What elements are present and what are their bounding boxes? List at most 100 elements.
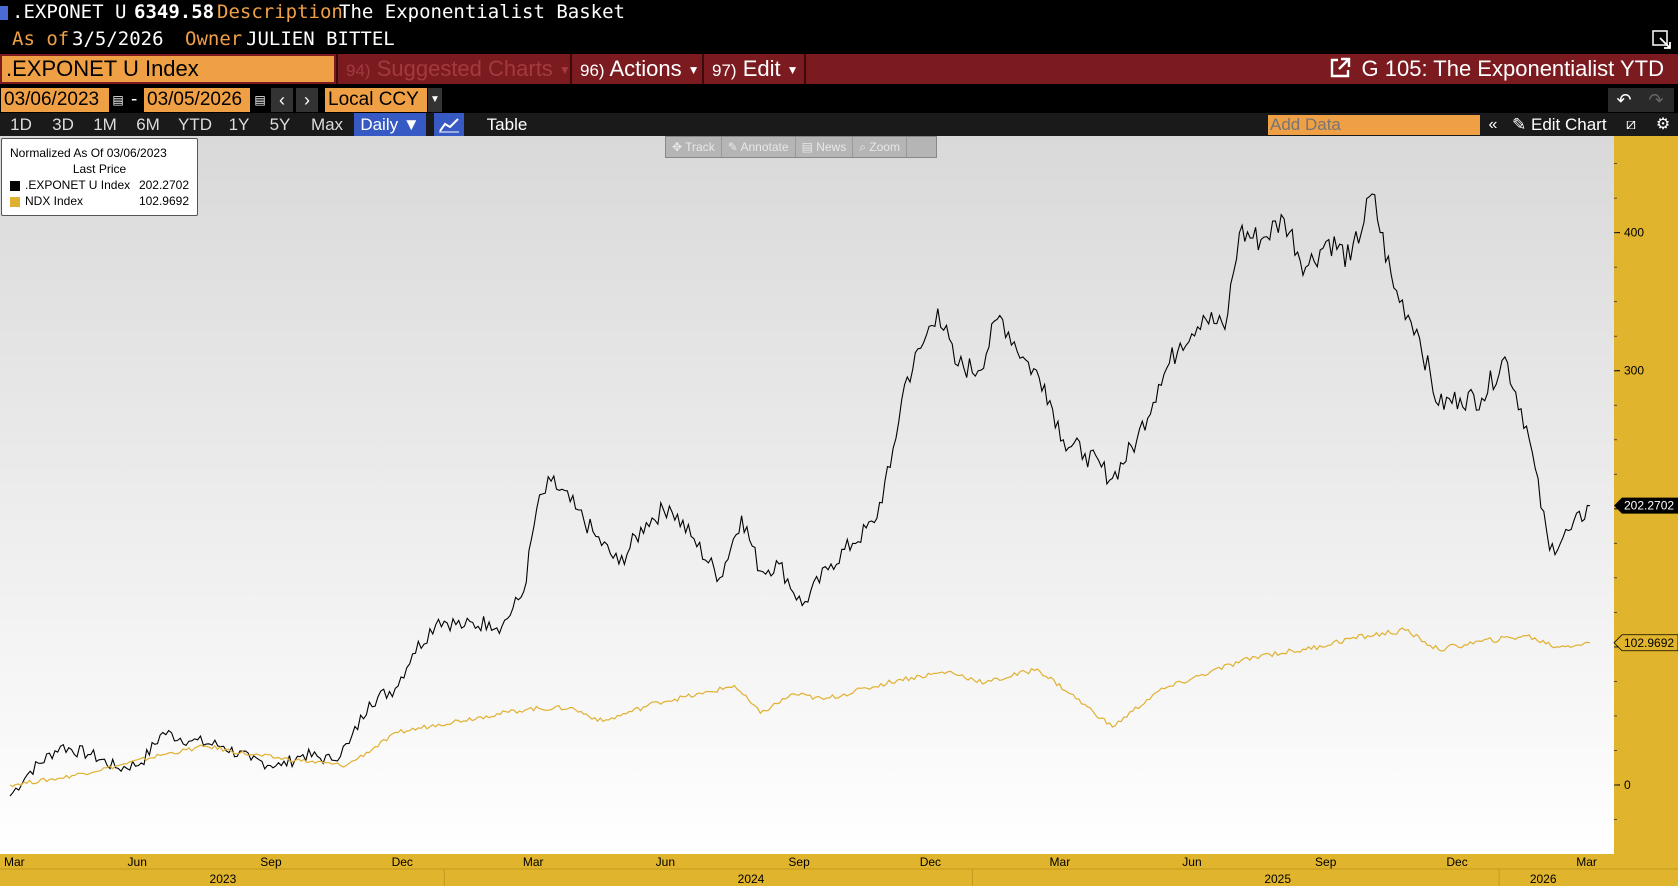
last-value-flag [1614, 497, 1678, 514]
legend-item-name: .EXPONET U Index [25, 178, 131, 192]
x-month-label: Sep [1315, 855, 1337, 869]
edit-label: Edit [742, 56, 781, 81]
last-value-label: 102.9692 [1624, 636, 1674, 650]
zoom-tool[interactable]: ⌕ Zoom [853, 137, 907, 157]
suggested-charts-label: Suggested Charts [376, 56, 553, 81]
description-label: Description [217, 1, 343, 23]
caret-down-icon: ▼ [558, 63, 571, 77]
suggested-charts-menu[interactable]: 94) Suggested Charts ▼ [336, 54, 571, 84]
asof-date: 3/5/2026 [72, 28, 164, 50]
period-max[interactable]: Max [310, 115, 344, 134]
y-axis-band [1614, 136, 1678, 854]
edit-chart-label: Edit Chart [1530, 115, 1607, 134]
edit-menu[interactable]: 97) Edit ▼ [702, 54, 802, 84]
calendar-icon[interactable]: ▤ [254, 93, 266, 107]
redo-icon[interactable]: ↷ [1648, 90, 1664, 110]
period-1y[interactable]: 1Y [228, 115, 250, 134]
legend-swatch [10, 181, 20, 191]
legend-item: .EXPONET U Index 202.2702 [10, 177, 189, 193]
series-line [9, 193, 1591, 797]
y-tick-label: 0 [1624, 778, 1631, 792]
x-month-label: Sep [788, 855, 810, 869]
suggested-charts-number: 94) [346, 61, 371, 80]
end-date-input[interactable]: 03/05/2026 [144, 88, 250, 112]
x-month-label: Dec [1446, 855, 1467, 869]
last-value-label: 202.2702 [1624, 499, 1674, 513]
last-value-labels: 202.2702 102.9692 [1613, 497, 1678, 652]
undo-icon[interactable]: ↶ [1616, 90, 1632, 110]
graph-title-text: G 105: The Exponentialist YTD [1361, 56, 1664, 81]
x-month-label: Sep [260, 855, 282, 869]
legend-item-value: 102.9692 [138, 194, 189, 208]
period-3d[interactable]: 3D [52, 115, 74, 134]
currency-dropdown-icon[interactable]: ▼ [428, 88, 442, 112]
asof-label: As of [12, 28, 70, 50]
add-data-input[interactable] [1268, 115, 1480, 135]
period-6m[interactable]: 6M [136, 115, 160, 134]
frequency-select[interactable]: Daily ▼ [354, 113, 426, 136]
date-separator: - [131, 89, 138, 110]
price-chart[interactable]: 0100200300400 MarJunSepDecMarJunSepDecMa… [0, 136, 1678, 886]
menu-divider [804, 54, 822, 84]
table-button[interactable]: Table [486, 115, 528, 134]
caret-down-icon: ▼ [687, 63, 700, 77]
owner-value: JULIEN BITTEL [246, 28, 395, 50]
series-line [9, 627, 1591, 788]
x-month-label: Mar [523, 855, 544, 869]
legend-swatch [10, 197, 20, 207]
command-bar: .EXPONET U Index 94) Suggested Charts ▼ 9… [0, 54, 1678, 84]
currency-select[interactable]: Local CCY [325, 88, 427, 112]
period-toolbar: 1D 3D 1M 6M YTD 1Y 5Y Max Daily ▼ Table … [0, 113, 1678, 136]
x-year-label: 2025 [1264, 872, 1291, 886]
owner-label: Owner [185, 28, 243, 50]
y-tick-label: 400 [1624, 226, 1644, 240]
chart-tools-bar: ✥ Track ✎ Annotate ▤ News ⌕ Zoom [665, 136, 937, 158]
last-value-flag [1613, 634, 1678, 652]
pencil-icon: ✎ [1512, 115, 1527, 134]
chart-settings-icon[interactable]: ⧄ [1625, 116, 1637, 133]
period-ytd[interactable]: YTD [178, 115, 212, 134]
actions-number: 96) [580, 61, 605, 80]
actions-menu[interactable]: 96) Actions ▼ [570, 54, 700, 84]
legend-item-name: NDX Index [25, 194, 84, 208]
actions-label: Actions [609, 56, 682, 81]
legend-item-value: 202.2702 [138, 178, 189, 192]
legend-normalized: Normalized As Of 03/06/2023 [10, 146, 167, 160]
x-month-label: Mar [4, 855, 25, 869]
collapse-icon[interactable]: « [1488, 116, 1498, 133]
next-period-button[interactable]: › [296, 88, 318, 112]
prev-period-button[interactable]: ‹ [271, 88, 293, 112]
x-month-label: Dec [920, 855, 941, 869]
external-link-icon[interactable] [1328, 56, 1352, 80]
x-axis-band [0, 854, 1678, 886]
legend-item: NDX Index 102.9692 [10, 193, 189, 209]
caret-down-icon: ▼ [786, 63, 799, 77]
news-tool[interactable]: ▤ News [796, 137, 854, 157]
undo-redo-group: ↶ ↷ [1608, 88, 1674, 112]
security-header: .EXPONET U 6349.58 Description The Expon… [0, 0, 1678, 24]
edit-number: 97) [712, 61, 737, 80]
period-1m[interactable]: 1M [93, 115, 117, 134]
period-5y[interactable]: 5Y [269, 115, 291, 134]
calendar-icon[interactable]: ▤ [112, 93, 124, 107]
x-month-label: Mar [1050, 855, 1071, 869]
edit-chart-button[interactable]: ✎ Edit Chart [1512, 113, 1607, 136]
last-price: 6349.58 [134, 1, 215, 23]
x-year-label: 2026 [1530, 872, 1557, 886]
x-month-label: Jun [656, 855, 675, 869]
legend-last-price: Last Price [72, 162, 127, 176]
series-lines [9, 193, 1591, 797]
track-tool[interactable]: ✥ Track [666, 137, 722, 157]
resize-icon[interactable] [1652, 30, 1672, 50]
period-1d[interactable]: 1D [10, 115, 32, 134]
x-axis: Mar Jun Sep Dec Mar Jun Sep Dec Mar Jun Sep Dec Mar 2… [4, 855, 1597, 886]
start-date-input[interactable]: 03/06/2023 [1, 88, 109, 112]
security-input[interactable]: .EXPONET U Index [2, 56, 334, 82]
gear-icon[interactable]: ⚙ [1655, 116, 1671, 133]
x-month-label: Jun [128, 855, 147, 869]
graph-title[interactable]: G 105: The Exponentialist YTD [1328, 54, 1664, 84]
y-tick-label: 300 [1624, 364, 1644, 378]
chart-legend[interactable]: Normalized As Of 03/06/2023 Last Price .… [1, 138, 198, 216]
annotate-tool[interactable]: ✎ Annotate [722, 137, 796, 157]
line-chart-icon[interactable] [434, 113, 464, 136]
